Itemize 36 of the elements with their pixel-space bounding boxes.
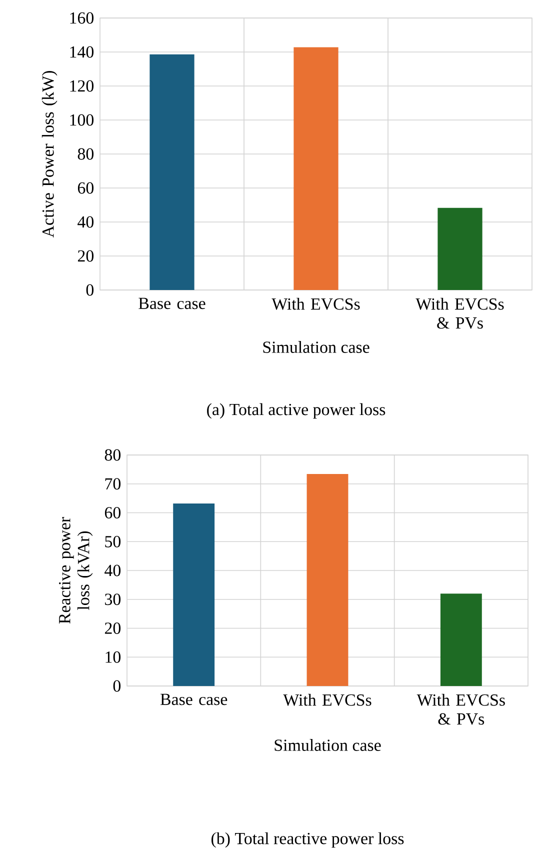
y-tick-label: 70 [105, 478, 121, 490]
y-tick-label: 10 [106, 651, 121, 663]
y-tick-label: 30 [105, 594, 121, 606]
y-tick-label: 140 [70, 46, 94, 58]
y-tick-label: 160 [70, 12, 94, 24]
y-tick-label: 20 [104, 622, 121, 634]
bar [150, 54, 194, 290]
y-tick-label: 100 [70, 114, 94, 126]
y-tick-label: 120 [70, 80, 94, 92]
x-tick-label: Base case [160, 694, 228, 706]
bar [294, 47, 338, 290]
y-tick-label: 40 [78, 216, 94, 228]
x-axis-title: Simulation case [274, 739, 381, 751]
y-tick-label: 80 [104, 449, 121, 461]
bar [440, 594, 482, 686]
y-tick-label: 40 [104, 564, 121, 576]
y-tick-label: 80 [78, 148, 94, 160]
x-tick-label: Base case [138, 298, 206, 310]
x-tick-label: With EVCSs [272, 298, 360, 310]
text: (a) Total active power loss [207, 403, 386, 419]
x-tick-label: With EVCSs & PVs [416, 694, 505, 725]
x-tick-label: With EVCSs [283, 694, 372, 706]
x-tick-label: With EVCSs & PVs [416, 298, 504, 329]
bar [306, 474, 348, 686]
y-axis-title: Active Power loss (kW) [42, 71, 58, 238]
y-tick-label: 60 [104, 507, 121, 518]
y-tick-label: 50 [105, 536, 121, 548]
bar [438, 208, 482, 290]
y-tick-label: 0 [113, 680, 121, 692]
text: (b) Total reactive power loss [211, 832, 404, 848]
y-tick-label: 60 [78, 182, 94, 194]
y-tick-label: 20 [78, 250, 94, 262]
y-tick-label: 0 [86, 284, 94, 296]
bar [173, 504, 215, 686]
y-axis-title: Reactive power loss (kVAr) [58, 517, 93, 624]
x-axis-title: Simulation case [263, 341, 370, 353]
